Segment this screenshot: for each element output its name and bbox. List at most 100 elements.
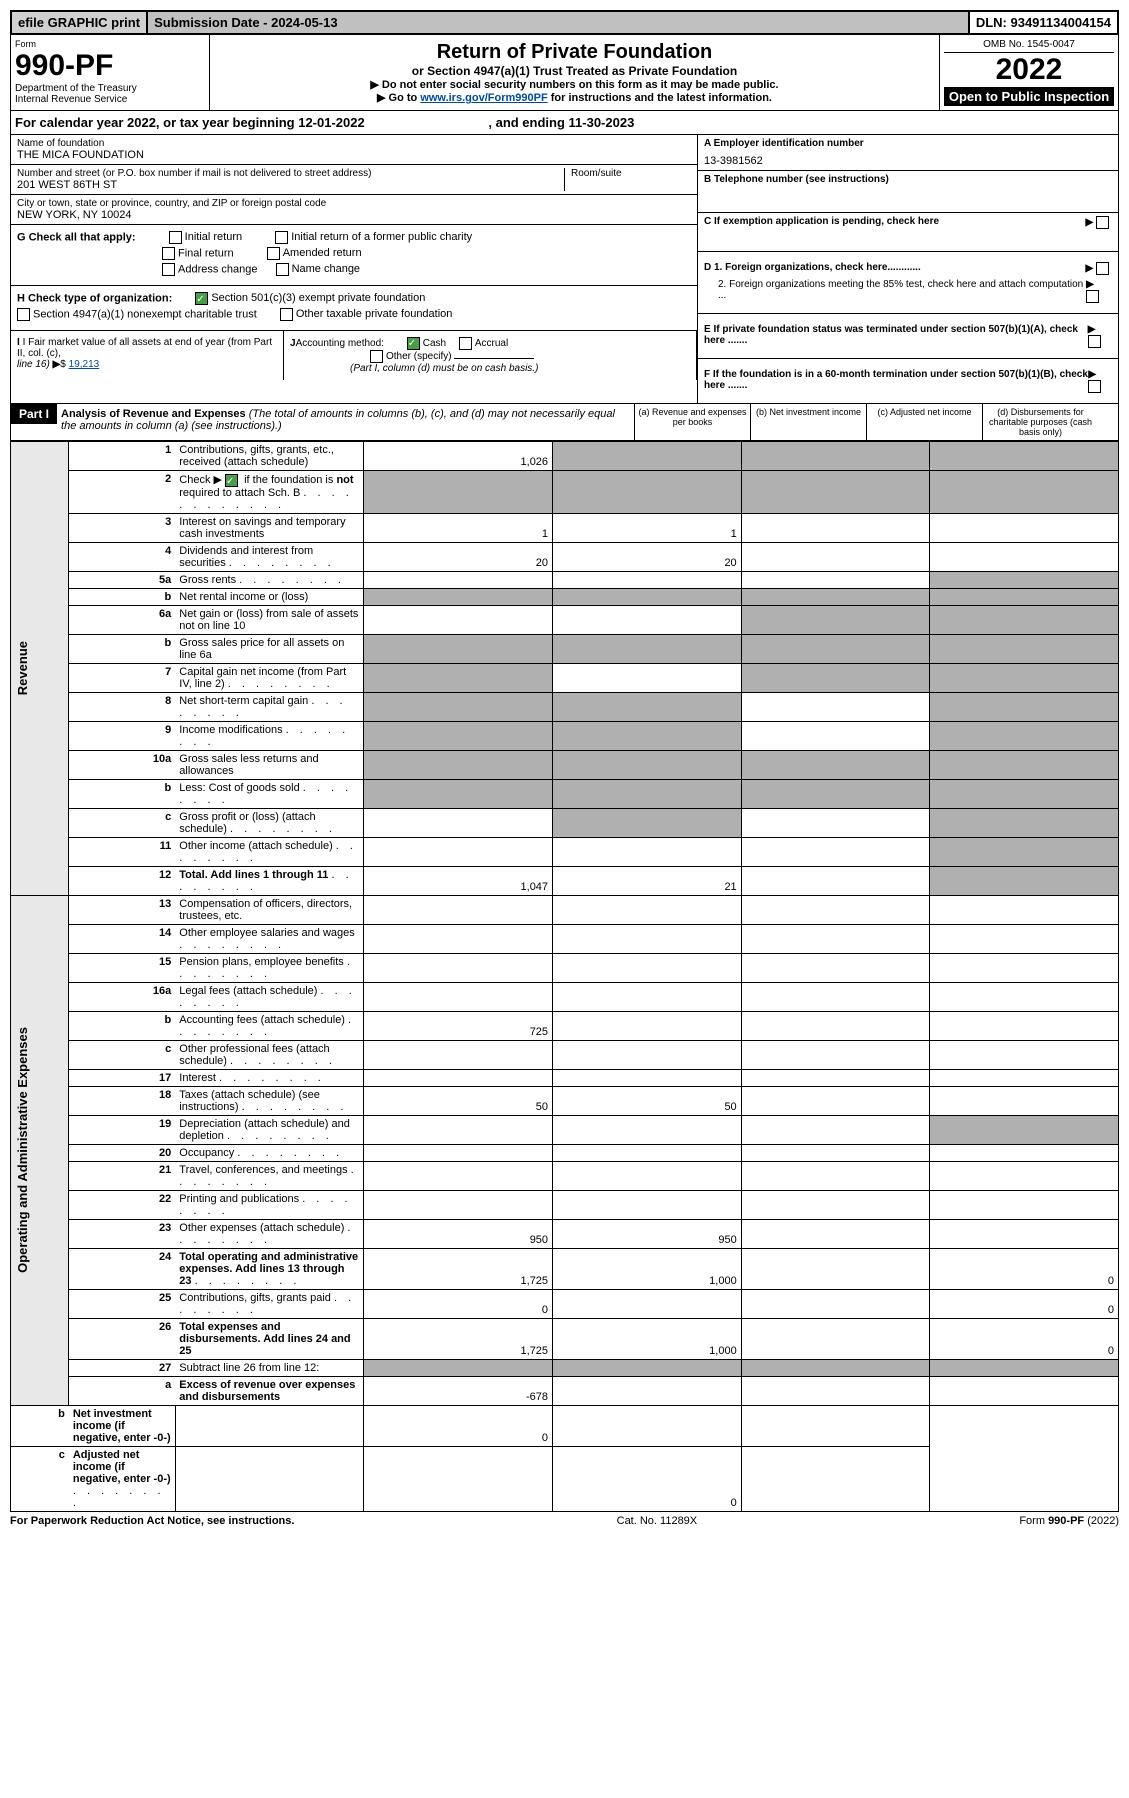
cell-value bbox=[553, 837, 742, 866]
line-number: 7 bbox=[69, 663, 175, 692]
60month-checkbox[interactable] bbox=[1088, 380, 1101, 393]
cell-value bbox=[364, 895, 553, 924]
instr-ssn: ▶ Do not enter social security numbers o… bbox=[216, 78, 933, 91]
section-f: F If the foundation is in a 60-month ter… bbox=[698, 358, 1118, 403]
cell-value bbox=[930, 721, 1119, 750]
form-subtitle: or Section 4947(a)(1) Trust Treated as P… bbox=[216, 64, 933, 78]
exemption-pending-checkbox[interactable] bbox=[1096, 216, 1109, 229]
section-e: E If private foundation status was termi… bbox=[698, 313, 1118, 358]
cell-value bbox=[930, 953, 1119, 982]
foundation-name-field: Name of foundation THE MICA FOUNDATION bbox=[11, 135, 697, 165]
cash-checkbox[interactable] bbox=[407, 337, 420, 350]
line-description: Gross sales price for all assets on line… bbox=[175, 634, 364, 663]
cell-value bbox=[741, 1219, 930, 1248]
cell-value: 0 bbox=[930, 1248, 1119, 1289]
cell-value bbox=[930, 692, 1119, 721]
cell-value: 1 bbox=[364, 513, 553, 542]
line-description: Travel, conferences, and meetings . . . … bbox=[175, 1161, 364, 1190]
cell-value bbox=[930, 471, 1119, 514]
cell-value bbox=[553, 1359, 742, 1376]
cell-value bbox=[930, 837, 1119, 866]
form-link[interactable]: www.irs.gov/Form990PF bbox=[420, 92, 547, 104]
cell-value bbox=[364, 692, 553, 721]
cell-value bbox=[741, 837, 930, 866]
cell-value bbox=[741, 542, 930, 571]
city-state-zip: NEW YORK, NY 10024 bbox=[17, 209, 691, 221]
cell-value: 1,000 bbox=[553, 1248, 742, 1289]
other-method-checkbox[interactable] bbox=[370, 350, 383, 363]
cell-value bbox=[741, 1086, 930, 1115]
cell-value bbox=[741, 721, 930, 750]
revenue-side-label: Revenue bbox=[11, 442, 69, 896]
table-row: bLess: Cost of goods sold . . . . . . . … bbox=[11, 779, 1119, 808]
cell-value: 1,000 bbox=[553, 1318, 742, 1359]
irs: Internal Revenue Service bbox=[15, 94, 205, 105]
other-taxable-checkbox[interactable] bbox=[280, 308, 293, 321]
cell-value bbox=[553, 442, 742, 471]
table-row: 11Other income (attach schedule) . . . .… bbox=[11, 837, 1119, 866]
line-number: 15 bbox=[69, 953, 175, 982]
name-change-checkbox[interactable] bbox=[276, 263, 289, 276]
cell-value bbox=[553, 1190, 742, 1219]
line-number: b bbox=[69, 588, 175, 605]
address-change-checkbox[interactable] bbox=[162, 263, 175, 276]
fmv-amount: 19,213 bbox=[69, 359, 100, 370]
accrual-checkbox[interactable] bbox=[459, 337, 472, 350]
final-return-checkbox[interactable] bbox=[162, 247, 175, 260]
cell-value bbox=[364, 1161, 553, 1190]
top-bar: efile GRAPHIC print Submission Date - 20… bbox=[10, 10, 1119, 35]
cell-value bbox=[741, 1161, 930, 1190]
cell-value bbox=[553, 895, 742, 924]
cell-value bbox=[741, 634, 930, 663]
foreign-org-checkbox[interactable] bbox=[1096, 262, 1109, 275]
table-row: aExcess of revenue over expenses and dis… bbox=[11, 1376, 1119, 1405]
cell-value bbox=[364, 1069, 553, 1086]
line-number: 2 bbox=[69, 471, 175, 514]
foreign-85-checkbox[interactable] bbox=[1086, 290, 1099, 303]
line-number: 22 bbox=[69, 1190, 175, 1219]
501c3-checkbox[interactable] bbox=[195, 292, 208, 305]
cell-value bbox=[741, 1446, 930, 1511]
cell-value bbox=[930, 1011, 1119, 1040]
ein-field: A Employer identification number 13-3981… bbox=[698, 135, 1118, 171]
cell-value bbox=[364, 571, 553, 588]
table-row: 16aLegal fees (attach schedule) . . . . … bbox=[11, 982, 1119, 1011]
cell-value bbox=[553, 1040, 742, 1069]
4947-checkbox[interactable] bbox=[17, 308, 30, 321]
cell-value bbox=[930, 1219, 1119, 1248]
cell-value bbox=[364, 808, 553, 837]
cell-value bbox=[741, 750, 930, 779]
initial-return-checkbox[interactable] bbox=[169, 231, 182, 244]
cell-value: 1,026 bbox=[364, 442, 553, 471]
line-number: 10a bbox=[69, 750, 175, 779]
terminated-checkbox[interactable] bbox=[1088, 335, 1101, 348]
table-row: bNet rental income or (loss) bbox=[11, 588, 1119, 605]
line-number: 4 bbox=[69, 542, 175, 571]
line-description: Income modifications . . . . . . . . bbox=[175, 721, 364, 750]
cell-value bbox=[364, 1115, 553, 1144]
cell-value bbox=[553, 808, 742, 837]
cell-value bbox=[741, 471, 930, 514]
cell-value bbox=[553, 634, 742, 663]
cell-value bbox=[553, 924, 742, 953]
cell-value bbox=[930, 924, 1119, 953]
line-number: c bbox=[11, 1446, 69, 1511]
cell-value bbox=[364, 1040, 553, 1069]
cell-value bbox=[364, 1144, 553, 1161]
cell-value bbox=[741, 866, 930, 895]
room-suite: Room/suite bbox=[565, 168, 691, 191]
line-description: Total operating and administrative expen… bbox=[175, 1248, 364, 1289]
line-number: 1 bbox=[69, 442, 175, 471]
table-row: bGross sales price for all assets on lin… bbox=[11, 634, 1119, 663]
cell-value bbox=[741, 605, 930, 634]
cell-value: 0 bbox=[930, 1289, 1119, 1318]
cell-value bbox=[930, 442, 1119, 471]
line-number: 17 bbox=[69, 1069, 175, 1086]
amended-return-checkbox[interactable] bbox=[267, 247, 280, 260]
line-description: Accounting fees (attach schedule) . . . … bbox=[175, 1011, 364, 1040]
omb-number: OMB No. 1545-0047 bbox=[944, 39, 1114, 53]
former-charity-checkbox[interactable] bbox=[275, 231, 288, 244]
line-description: Occupancy . . . . . . . . bbox=[175, 1144, 364, 1161]
cell-value: 0 bbox=[364, 1289, 553, 1318]
cell-value: -678 bbox=[364, 1376, 553, 1405]
